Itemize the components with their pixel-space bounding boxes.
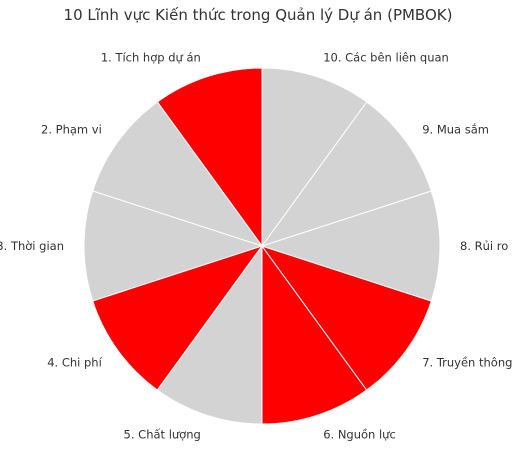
pie-slice bbox=[83, 190, 264, 302]
pie-slice bbox=[260, 101, 432, 247]
pie-labels: 1. Tích hợp dự án 2. Phạm vi 3. Thời gian 4… bbox=[0, 51, 512, 442]
slice-label: 9. Mua sắm bbox=[422, 123, 489, 137]
slice-label: 1. Tích hợp dự án bbox=[101, 51, 201, 65]
pie-slice bbox=[156, 67, 263, 248]
chart-title: 10 Lĩnh vực Kiến thức trong Quản lý Dự á… bbox=[64, 6, 453, 24]
pie-slice bbox=[261, 67, 368, 248]
pie-slice bbox=[156, 244, 263, 425]
slice-label: 2. Phạm vi bbox=[41, 123, 102, 137]
slice-label: 6. Nguồn lực bbox=[323, 427, 396, 441]
slice-label: 5. Chất lượng bbox=[124, 427, 201, 441]
slice-label: 7. Truyền thông bbox=[422, 355, 512, 369]
slice-label: 10. Các bên liên quan bbox=[323, 51, 449, 65]
slice-label: 4. Chi phí bbox=[47, 355, 102, 369]
slice-label: 8. Rủi ro bbox=[460, 239, 508, 253]
pie-slice bbox=[92, 101, 264, 247]
pie-slice bbox=[261, 244, 368, 425]
pie-slice bbox=[260, 190, 441, 302]
pie-slice bbox=[92, 245, 264, 391]
pie-slices bbox=[83, 67, 441, 425]
pie-slice bbox=[260, 245, 432, 391]
slice-label: 3. Thời gian bbox=[0, 239, 64, 253]
